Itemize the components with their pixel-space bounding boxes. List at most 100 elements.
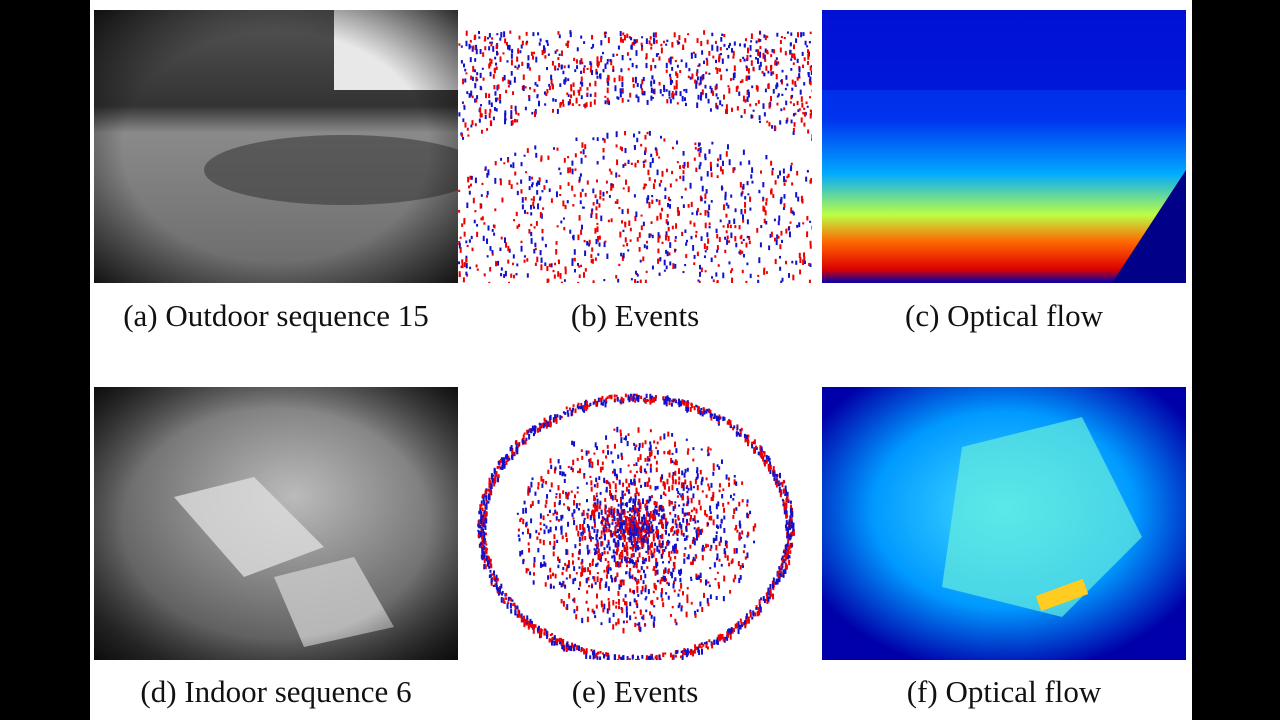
event-dot xyxy=(526,429,529,435)
event-dot xyxy=(672,533,675,536)
event-dot xyxy=(803,256,806,261)
event-dot xyxy=(756,58,759,64)
event-dot xyxy=(612,53,615,57)
event-dot xyxy=(636,603,639,609)
event-dot xyxy=(634,622,637,628)
event-dot xyxy=(468,190,471,195)
event-dot xyxy=(711,413,714,417)
event-dot xyxy=(704,193,707,199)
event-dot xyxy=(679,577,682,583)
event-dot xyxy=(490,574,493,577)
event-dot xyxy=(560,583,563,588)
event-dot xyxy=(510,53,513,59)
event-dot xyxy=(578,468,581,474)
event-dot xyxy=(585,648,588,654)
event-dot xyxy=(604,34,607,38)
event-dot xyxy=(652,89,655,94)
event-dot xyxy=(494,177,497,184)
event-dot xyxy=(484,35,487,41)
event-dot xyxy=(767,596,770,602)
event-dot xyxy=(602,148,605,153)
event-dot xyxy=(480,532,483,536)
event-dot xyxy=(744,437,747,443)
event-dot xyxy=(631,590,634,594)
event-dot xyxy=(642,160,645,164)
event-dot xyxy=(524,197,527,201)
event-dot xyxy=(748,240,751,245)
event-dot xyxy=(510,609,513,614)
event-dot xyxy=(510,116,513,119)
event-dot xyxy=(485,495,488,502)
event-dot xyxy=(768,466,771,472)
event-dot xyxy=(619,561,622,568)
event-dot xyxy=(697,149,700,152)
event-dot xyxy=(624,237,627,243)
event-dot xyxy=(596,572,599,575)
event-dot xyxy=(716,45,719,52)
event-dot xyxy=(640,540,643,545)
event-dot xyxy=(633,543,636,547)
event-dot xyxy=(675,548,678,554)
event-dot xyxy=(709,85,712,90)
event-dot xyxy=(608,528,611,533)
event-dot xyxy=(517,64,520,68)
event-dot xyxy=(562,600,565,607)
event-dot xyxy=(531,477,534,481)
event-dot xyxy=(478,118,481,123)
event-dot xyxy=(782,479,785,484)
event-dot xyxy=(517,112,520,116)
event-dot xyxy=(630,553,633,559)
event-dot xyxy=(686,161,689,168)
event-dot xyxy=(802,112,805,115)
event-dot xyxy=(739,43,742,47)
event-dot xyxy=(600,541,603,547)
event-dot xyxy=(572,407,575,411)
event-dot xyxy=(621,579,624,583)
event-dot xyxy=(517,528,520,532)
event-dot xyxy=(617,598,620,605)
event-dot xyxy=(647,399,650,402)
event-dot xyxy=(545,93,548,97)
event-dot xyxy=(733,72,736,78)
event-dot xyxy=(803,82,806,86)
event-dot xyxy=(646,539,649,545)
event-dot xyxy=(565,406,568,410)
event-dot xyxy=(738,91,741,96)
event-dot xyxy=(715,59,718,64)
event-dot xyxy=(521,61,524,67)
event-dot xyxy=(648,130,651,136)
event-dot xyxy=(517,534,520,538)
event-dot xyxy=(549,567,552,573)
event-dot xyxy=(795,192,798,198)
event-dot xyxy=(622,187,625,190)
event-dot xyxy=(484,564,487,570)
event-dot xyxy=(805,101,808,105)
event-dot xyxy=(744,556,747,560)
event-dot xyxy=(475,99,478,103)
event-dot xyxy=(715,272,718,277)
event-dot xyxy=(633,512,636,518)
event-dot xyxy=(631,62,634,68)
event-dot xyxy=(638,537,641,540)
event-dot xyxy=(672,583,675,589)
event-dot xyxy=(578,542,581,547)
event-dot xyxy=(595,652,598,658)
event-dot xyxy=(666,99,669,104)
event-dot xyxy=(588,461,591,468)
event-dot xyxy=(612,600,615,606)
flow-outdoor xyxy=(822,10,1186,283)
event-dot xyxy=(585,400,588,407)
event-dot xyxy=(785,119,788,124)
event-dot xyxy=(759,45,762,50)
event-dot xyxy=(586,523,589,528)
event-dot xyxy=(506,158,509,163)
event-dot xyxy=(578,274,581,279)
event-dot xyxy=(642,186,645,190)
event-dot xyxy=(629,393,632,397)
event-dot xyxy=(553,640,556,645)
event-dot xyxy=(607,655,610,660)
event-dot xyxy=(560,415,563,419)
event-dot xyxy=(588,404,591,408)
event-dot xyxy=(747,513,750,517)
event-dot xyxy=(608,546,611,551)
